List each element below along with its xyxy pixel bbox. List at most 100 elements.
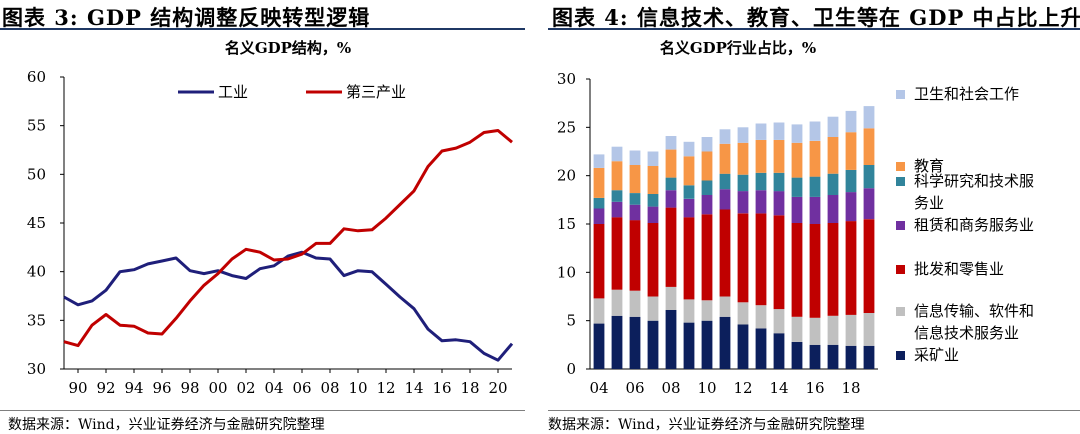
- x-tick-label: 10: [697, 379, 716, 397]
- legend-label-line: 务业: [914, 194, 944, 212]
- legend-label-line: 科学研究和技术服: [914, 172, 1034, 190]
- chart-title: 名义GDP行业占比，%: [660, 39, 816, 57]
- legend-label: 批发和零售业: [914, 260, 1004, 278]
- x-tick-label: 04: [264, 379, 283, 397]
- legend-label-line: 信息技术服务业: [914, 324, 1019, 342]
- x-tick-label: 08: [661, 379, 680, 397]
- bar-segment: [773, 191, 785, 216]
- bar-segment: [629, 290, 641, 317]
- legend-swatch: [896, 351, 905, 360]
- x-tick-label: 12: [376, 379, 395, 397]
- y-tick-label: 45: [27, 214, 46, 232]
- y-tick-label: 0: [566, 360, 576, 378]
- y-tick-label: 30: [27, 360, 46, 378]
- bar-segment: [863, 219, 875, 313]
- gdp-structure-line-chart: 名义GDP结构，% 30 35 40 45 50 55 60 90 92 94 96 98 00 02 04 0…: [27, 39, 514, 397]
- left-figure-caption: 图表 3: GDP 结构调整反映转型逻辑: [2, 5, 371, 30]
- bar-segment: [737, 142, 749, 175]
- y-tick-label: 5: [566, 312, 576, 330]
- y-tick-label: 60: [27, 68, 46, 86]
- x-tick-label: 04: [589, 379, 608, 397]
- legend-swatch: [896, 90, 905, 99]
- bar-segment: [665, 310, 677, 369]
- bar-segment: [827, 344, 839, 369]
- bar-segment: [845, 132, 857, 170]
- bar-segment: [701, 214, 713, 301]
- bar-segment: [827, 116, 839, 137]
- y-tick-label: 10: [557, 263, 576, 281]
- x-tick-label: 20: [488, 379, 507, 397]
- bar-segment: [755, 139, 767, 173]
- y-tick-label: 40: [27, 263, 46, 281]
- bar-segment: [629, 193, 641, 205]
- bar-segment: [629, 220, 641, 291]
- y-tick-label: 50: [27, 165, 46, 183]
- bar-segment: [755, 305, 767, 329]
- bar-segment: [755, 172, 767, 191]
- bar-segment: [593, 224, 605, 299]
- x-tick-label: 18: [460, 379, 479, 397]
- x-tick-label: 02: [236, 379, 255, 397]
- bar-segment: [611, 190, 623, 202]
- bar-segment: [647, 223, 659, 297]
- bar-segment: [845, 169, 857, 193]
- bar-segment: [863, 106, 875, 129]
- bar-segment: [719, 209, 731, 297]
- series-line-tertiary: [63, 129, 513, 348]
- bar-segment: [737, 213, 749, 303]
- bar-segment: [755, 123, 767, 140]
- x-tick-label: 16: [805, 379, 824, 397]
- bar-segment: [683, 322, 695, 369]
- legend-swatch: [896, 307, 905, 316]
- y-tick-label: 30: [557, 70, 576, 88]
- bar-segment: [773, 333, 785, 369]
- bar-segment: [593, 154, 605, 168]
- bar-segment: [719, 173, 731, 190]
- bar-segment: [863, 345, 875, 369]
- y-tick-label: 20: [557, 167, 576, 185]
- bar-segment: [809, 344, 821, 369]
- bar-segment: [683, 185, 695, 199]
- legend-label: 租赁和商务服务业: [914, 216, 1034, 234]
- bar-segment: [665, 286, 677, 310]
- legend-label: 卫生和社会工作: [914, 85, 1019, 103]
- bar-segment: [611, 201, 623, 218]
- bar-segment: [791, 142, 803, 178]
- bar-segment: [629, 316, 641, 369]
- bar-segment: [827, 137, 839, 174]
- legend-label-line: 信息传输、软件和: [914, 302, 1034, 320]
- bar-segment: [809, 140, 821, 177]
- bar-segment: [701, 151, 713, 181]
- bar-segment: [719, 296, 731, 317]
- left-caption-divider: [0, 28, 525, 30]
- bar-segment: [791, 177, 803, 197]
- bar-segment: [809, 317, 821, 345]
- bar-segment: [863, 165, 875, 189]
- bar-segment: [773, 309, 785, 334]
- bar-segment: [665, 207, 677, 287]
- bar-segment: [755, 328, 767, 369]
- chart-title: 名义GDP结构，%: [225, 39, 351, 57]
- x-tick-label: 98: [180, 379, 199, 397]
- bar-segment: [719, 143, 731, 174]
- right-figure-caption: 图表 4: 信息技术、教育、卫生等在 GDP 中占比上升: [552, 5, 1080, 30]
- x-tick-label: 12: [733, 379, 752, 397]
- bar-segment: [827, 195, 839, 223]
- bar-segment: [773, 122, 785, 140]
- bar-segment: [863, 188, 875, 220]
- bar-segment: [791, 196, 803, 223]
- bar-segment: [773, 172, 785, 192]
- bar-segment: [845, 110, 857, 133]
- bar-segment: [755, 190, 767, 214]
- bar-segment: [611, 289, 623, 316]
- bar-segment: [593, 167, 605, 198]
- bar-segment: [863, 312, 875, 346]
- bar-segment: [665, 177, 677, 191]
- bar-segment: [737, 127, 749, 143]
- bar-segment: [593, 298, 605, 324]
- x-tick-label: 90: [68, 379, 87, 397]
- right-source-divider: [548, 410, 1080, 411]
- legend-swatch: [896, 221, 905, 230]
- bar-segment: [647, 151, 659, 166]
- x-tick-label: 94: [124, 379, 143, 397]
